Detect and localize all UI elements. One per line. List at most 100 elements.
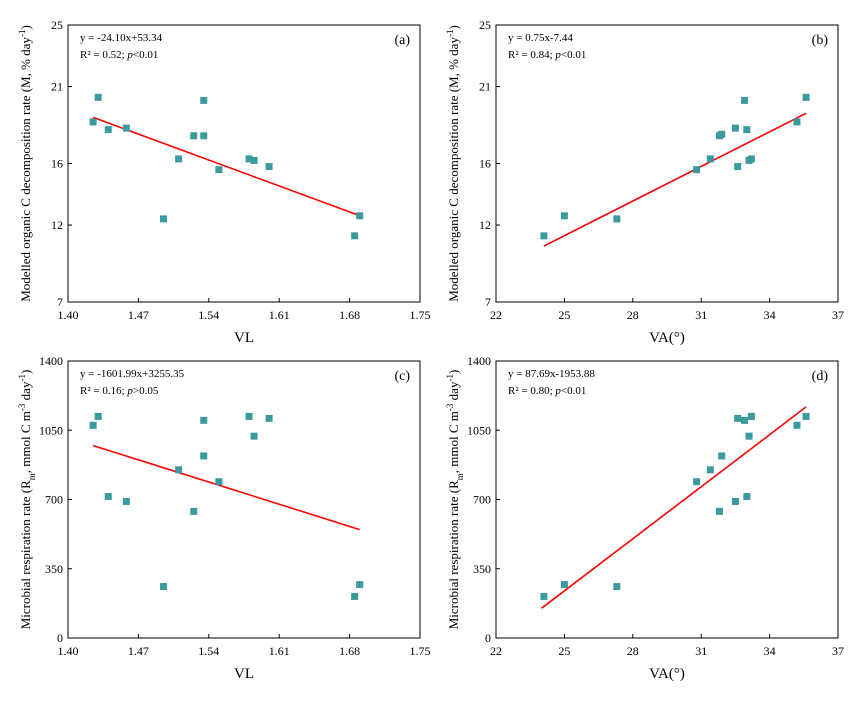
data-point xyxy=(160,583,168,591)
r2-p-value: R² = 0.16; p>0.05 xyxy=(80,385,159,397)
y-tick-label: 16 xyxy=(51,157,63,171)
data-point xyxy=(693,478,701,486)
x-tick-label: 1.61 xyxy=(269,308,290,322)
y-tick-label: 21 xyxy=(479,80,491,94)
x-tick-label: 1.40 xyxy=(58,644,79,658)
panel-label: (c) xyxy=(394,369,410,384)
data-point xyxy=(731,124,739,132)
data-point xyxy=(613,583,621,591)
x-axis-label: VL xyxy=(234,330,254,346)
regression-line xyxy=(92,116,360,217)
data-point xyxy=(190,507,198,515)
y-tick-label: 16 xyxy=(479,157,491,171)
data-point xyxy=(265,414,273,422)
data-point xyxy=(731,497,739,505)
data-point xyxy=(160,215,168,223)
x-tick-label: 34 xyxy=(764,308,776,322)
data-point xyxy=(741,416,749,424)
data-point xyxy=(734,414,742,422)
data-point xyxy=(356,581,364,589)
x-tick-label: 37 xyxy=(832,644,844,658)
data-point xyxy=(250,156,258,164)
x-tick-label: 1.75 xyxy=(410,644,431,658)
x-tick-label: 28 xyxy=(627,308,639,322)
data-point xyxy=(718,452,726,460)
regression-line xyxy=(543,112,807,247)
panel-label: (b) xyxy=(812,33,829,48)
data-point xyxy=(175,466,183,474)
y-tick-label: 350 xyxy=(473,562,491,576)
data-point xyxy=(245,155,253,163)
data-point xyxy=(215,478,223,486)
data-point xyxy=(356,212,364,220)
data-point xyxy=(802,93,810,101)
data-point xyxy=(718,130,726,138)
regression-equation: y = -24.10x+53.34 xyxy=(80,32,163,44)
data-point xyxy=(743,493,751,501)
x-tick-label: 1.75 xyxy=(410,308,431,322)
r2-p-value: R² = 0.84; p<0.01 xyxy=(508,49,586,61)
regression-equation: y = 87.69x-1953.88 xyxy=(508,368,595,380)
panel-d: 22 25 28 31 34 37 0 350 700 1050 1400 VA(°) Microbia… xyxy=(445,354,844,682)
regression-equation: y = 0.75x-7.44 xyxy=(508,32,573,44)
y-tick-label: 0 xyxy=(485,631,491,645)
y-axis-label: Microbial respiration rate (Rm, mmol C m… xyxy=(445,370,465,630)
data-point xyxy=(793,118,801,126)
x-tick-label: 1.68 xyxy=(339,308,360,322)
y-tick-label: 25 xyxy=(51,18,63,32)
x-tick-label: 37 xyxy=(832,308,844,322)
x-tick-label: 22 xyxy=(490,644,502,658)
data-point xyxy=(706,155,714,163)
panel-label: (d) xyxy=(812,369,829,384)
x-axis-label: VA(°) xyxy=(649,666,685,682)
data-point xyxy=(745,432,753,440)
x-tick-label: 1.68 xyxy=(339,644,360,658)
panel-a: 1.40 1.47 1.54 1.61 1.68 1.75 7 12 16 21 25 VL Model… xyxy=(17,18,431,346)
r2-p-value: R² = 0.52; p<0.01 xyxy=(80,49,158,61)
data-point xyxy=(706,466,714,474)
data-point xyxy=(200,452,208,460)
y-axis-label: Modelled organic C decomposition rate (M… xyxy=(445,25,461,302)
y-tick-label: 350 xyxy=(45,562,63,576)
data-point xyxy=(741,96,749,104)
data-point xyxy=(104,126,112,134)
y-axis-label: Modelled organic C decomposition rate (M… xyxy=(17,25,33,302)
y-tick-label: 1050 xyxy=(467,423,491,437)
y-tick-label: 21 xyxy=(51,80,63,94)
x-tick-label: 31 xyxy=(695,644,707,658)
data-point xyxy=(560,581,568,589)
r2-p-value: R² = 0.80; p<0.01 xyxy=(508,385,586,397)
data-point xyxy=(351,232,359,240)
data-point xyxy=(540,592,548,600)
y-tick-label: 700 xyxy=(473,493,491,507)
panel-c: 1.40 1.47 1.54 1.61 1.68 1.75 0 350 700 1050 1400 V… xyxy=(17,354,431,682)
data-point xyxy=(747,155,755,163)
panel-label: (a) xyxy=(394,33,410,48)
x-tick-label: 1.54 xyxy=(198,644,219,658)
y-tick-label: 25 xyxy=(479,18,491,32)
plot-frame xyxy=(67,24,421,303)
data-point xyxy=(200,416,208,424)
y-axis-label: Microbial respiration rate (Rm, mmol C m… xyxy=(17,370,37,630)
x-tick-label: 1.47 xyxy=(128,644,149,658)
x-tick-label: 1.54 xyxy=(198,308,219,322)
data-point xyxy=(94,93,102,101)
regression-line xyxy=(541,406,807,609)
x-tick-label: 1.47 xyxy=(128,308,149,322)
y-tick-label: 7 xyxy=(485,295,491,309)
data-point xyxy=(613,215,621,223)
x-tick-label: 28 xyxy=(627,644,639,658)
y-tick-label: 7 xyxy=(57,295,63,309)
data-point xyxy=(104,493,112,501)
x-tick-label: 25 xyxy=(558,644,570,658)
data-point xyxy=(734,163,742,171)
y-tick-label: 1400 xyxy=(39,354,63,368)
x-axis-label: VA(°) xyxy=(649,330,685,346)
y-tick-label: 1050 xyxy=(39,423,63,437)
regression-line xyxy=(92,444,360,531)
x-tick-label: 25 xyxy=(558,308,570,322)
x-tick-label: 22 xyxy=(490,308,502,322)
regression-equation: y = -1601.99x+3255.35 xyxy=(80,368,185,380)
data-point xyxy=(122,124,130,132)
